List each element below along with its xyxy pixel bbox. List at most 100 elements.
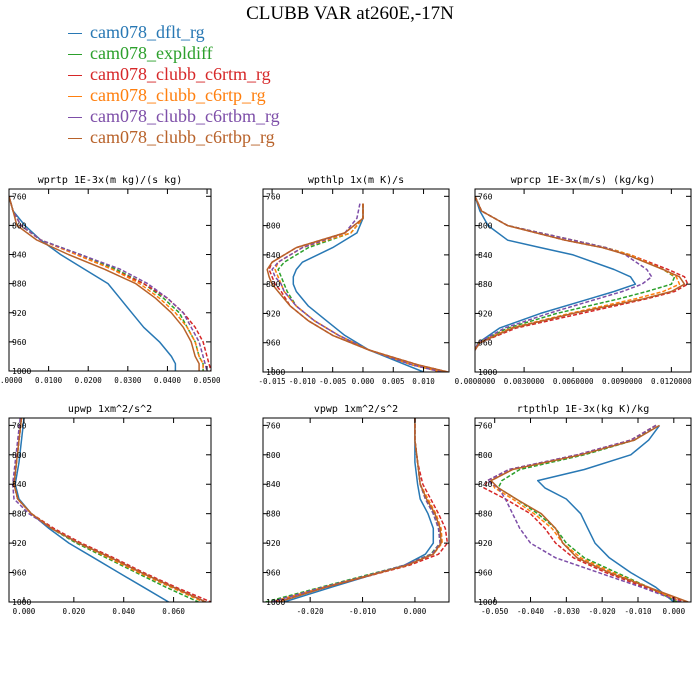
series-line xyxy=(497,424,678,602)
x-tick-label: -0.010 xyxy=(349,607,377,616)
y-tick-label: 800 xyxy=(266,222,281,231)
y-tick-label: 920 xyxy=(266,539,281,548)
x-tick-label: -0.020 xyxy=(589,607,617,616)
y-tick-label: 880 xyxy=(478,510,493,519)
legend-label: cam078_clubb_c6rtm_rg xyxy=(90,64,271,84)
x-tick-label: 0.0200 xyxy=(75,376,103,385)
legend-label: cam078_clubb_c6rtbm_rg xyxy=(90,106,280,126)
legend-swatch xyxy=(68,138,82,139)
x-tick-label: 0.000 xyxy=(13,607,36,616)
y-tick-label: 840 xyxy=(478,251,493,260)
figure-title: CLUBB VAR at260E,-17N xyxy=(246,3,454,24)
chart-panel: wprtp 1E-3x(m kg)/(s kg) 760 800 840 880 920 9… xyxy=(0,175,221,385)
y-tick-label: 800 xyxy=(478,222,493,231)
y-tick-label: 920 xyxy=(266,309,281,318)
series-line xyxy=(13,418,207,602)
series-group xyxy=(11,418,211,602)
plot-frame xyxy=(8,188,212,372)
series-line xyxy=(9,196,200,371)
y-tick-label: 840 xyxy=(266,480,281,489)
legend-swatch xyxy=(68,54,82,55)
x-tick-label: 0.060 xyxy=(162,607,185,616)
y-tick-label: 840 xyxy=(478,480,493,489)
series-line xyxy=(283,418,435,602)
legend-swatch xyxy=(68,75,82,76)
y-tick-label: 1000 xyxy=(266,598,285,607)
x-tick-label: 0.0300 xyxy=(114,376,142,385)
y-tick-label: 960 xyxy=(266,339,281,348)
y-tick-label: 800 xyxy=(12,221,27,230)
y-tick-label: 1000 xyxy=(266,368,285,377)
x-tick-label: -0.050 xyxy=(481,607,509,616)
y-tick-label: 960 xyxy=(478,339,493,348)
series-line xyxy=(486,424,682,602)
x-tick-label: 0.0090000 xyxy=(602,377,643,386)
y-tick-label: 920 xyxy=(478,539,493,548)
series-line xyxy=(266,203,448,372)
y-tick-label: 880 xyxy=(12,280,27,289)
series-line xyxy=(11,418,207,602)
x-tick-label: 0.0500 xyxy=(193,376,221,385)
plot-frame xyxy=(8,417,212,603)
series-line xyxy=(9,196,211,371)
series-line xyxy=(9,196,177,371)
series-line xyxy=(271,203,442,372)
legend-label: cam078_clubb_c6rtp_rg xyxy=(90,85,266,105)
series-line xyxy=(475,196,637,351)
chart-panel: wpthlp 1x(m K)/s7608008408809209601000-0… xyxy=(259,175,450,386)
legend-label: cam078_clubb_c6rtbp_rg xyxy=(90,127,275,147)
x-tick-label: -0.015 xyxy=(259,377,286,386)
panel-title: rtpthlp 1E-3x(kg K)/kg xyxy=(517,404,649,415)
x-tick-label: 0.000 xyxy=(352,377,375,386)
x-tick-label: 0.040 xyxy=(112,607,135,616)
y-tick-label: 840 xyxy=(266,251,281,260)
x-tick-label: 0.0060000 xyxy=(553,377,594,386)
series-line xyxy=(536,424,675,602)
y-tick-label: 760 xyxy=(266,192,281,201)
y-tick-label: 800 xyxy=(12,451,27,460)
legend-label: cam078_dflt_rg xyxy=(90,22,205,42)
y-tick-label: 760 xyxy=(12,421,27,430)
legend-swatch xyxy=(68,33,82,34)
series-line xyxy=(475,195,686,351)
plot-frame xyxy=(262,417,450,603)
panel-title: upwp 1xm^2/s^2 xyxy=(68,404,152,415)
chart-panel: rtpthlp 1E-3x(kg K)/kg 760 800 840 880 920 960… xyxy=(474,404,692,616)
series-line xyxy=(273,418,449,602)
y-tick-label: 1000 xyxy=(12,367,31,376)
series-line xyxy=(278,418,442,602)
x-tick-label: 0.0000 xyxy=(0,376,23,385)
y-tick-label: 840 xyxy=(12,480,27,489)
panel-title: vpwp 1xm^2/s^2 xyxy=(314,404,398,415)
y-tick-label: 760 xyxy=(12,192,27,201)
series-line xyxy=(13,418,211,602)
y-tick-label: 880 xyxy=(266,280,281,289)
x-tick-label: -0.005 xyxy=(319,377,346,386)
legend-swatch xyxy=(68,117,82,118)
series-group xyxy=(266,203,448,372)
y-tick-label: 960 xyxy=(478,569,493,578)
x-tick-label: 0.000 xyxy=(404,607,427,616)
series-line xyxy=(13,418,204,602)
y-tick-label: 1000 xyxy=(12,598,31,607)
y-tick-label: 920 xyxy=(478,309,493,318)
y-tick-label: 760 xyxy=(266,421,281,430)
x-tick-label: 0.000 xyxy=(663,607,686,616)
plot-frame xyxy=(474,188,692,373)
series-line xyxy=(13,418,199,602)
x-tick-label: 0.0030000 xyxy=(504,377,545,386)
chart-panel: wprcp 1E-3x(m/s) (kg/kg) 760 800 840 880 920 9… xyxy=(455,175,692,386)
series-group xyxy=(483,424,689,602)
x-tick-label: -0.020 xyxy=(297,607,325,616)
panel-title: wpthlp 1x(m K)/s xyxy=(308,175,404,186)
y-tick-label: 920 xyxy=(12,309,27,318)
y-tick-label: 960 xyxy=(12,569,27,578)
y-tick-label: 760 xyxy=(478,421,493,430)
series-line xyxy=(490,424,689,602)
plot-frame xyxy=(474,417,692,603)
y-tick-label: 920 xyxy=(12,539,27,548)
series-line xyxy=(9,196,204,371)
series-line xyxy=(265,418,441,602)
series-line xyxy=(9,196,204,371)
panel-title: wprtp 1E-3x(m kg)/(s kg) xyxy=(38,175,183,186)
